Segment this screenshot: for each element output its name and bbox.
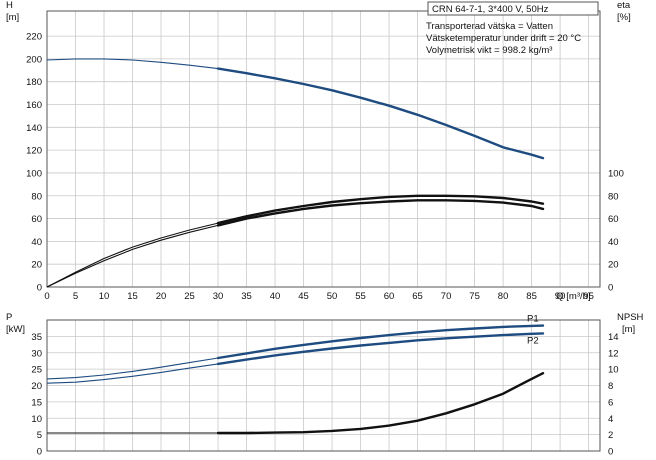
- y-right-tick-label: 4: [608, 414, 613, 425]
- y-tick-label: 100: [26, 168, 42, 179]
- y-tick-label: 15: [31, 397, 42, 408]
- y-tick-label: 30: [31, 348, 42, 359]
- series-label-p2: P2: [527, 335, 539, 346]
- series-line-operating: [216, 194, 545, 225]
- y-tick-label: 200: [26, 54, 42, 65]
- y-tick-label: 35: [31, 332, 42, 343]
- y-right-tick-label: 40: [608, 237, 619, 248]
- y-right-tick-label: 100: [608, 168, 624, 179]
- y-tick-label: 25: [31, 365, 42, 376]
- x-tick-label: 30: [213, 291, 224, 302]
- x-axis-label: Q: [556, 291, 563, 302]
- chart-title: CRN 64-7-1, 3*400 V, 50Hz: [432, 4, 549, 15]
- y-axis-unit: [m]: [6, 12, 19, 23]
- series-line-operating: [216, 332, 545, 366]
- x-tick-label: 20: [156, 291, 167, 302]
- y-tick-label: 0: [37, 447, 42, 458]
- y-right-tick-label: 14: [608, 332, 619, 343]
- y-tick-label: 80: [31, 191, 42, 202]
- y-right-axis-unit: [m]: [622, 324, 635, 335]
- y-tick-label: 20: [31, 381, 42, 392]
- y-right-tick-label: 12: [608, 348, 619, 359]
- title-box: [427, 1, 599, 16]
- y-tick-label: 220: [26, 32, 42, 43]
- y-right-tick-label: 10: [608, 365, 619, 376]
- y-right-tick-label: 60: [608, 214, 619, 225]
- x-tick-label: 85: [526, 291, 537, 302]
- series-label-p1: P1: [527, 314, 539, 325]
- x-tick-label: 60: [384, 291, 395, 302]
- y-right-tick-label: 0: [608, 283, 613, 294]
- x-tick-label: 90: [555, 291, 566, 302]
- note-text: Volymetrisk vikt = 998.2 kg/m³: [426, 45, 552, 56]
- y-right-tick-label: 80: [608, 191, 619, 202]
- x-tick-label: 50: [327, 291, 338, 302]
- x-tick-label: 25: [184, 291, 195, 302]
- x-tick-label: 45: [298, 291, 309, 302]
- x-tick-label: 55: [355, 291, 366, 302]
- x-tick-label: 0: [44, 291, 49, 302]
- series-line-thin: [46, 332, 544, 384]
- y-right-tick-label: 6: [608, 397, 613, 408]
- x-tick-label: 95: [583, 291, 594, 302]
- series-line-thin: [47, 372, 544, 434]
- plot-frame: [46, 10, 601, 288]
- series-line-operating: [216, 372, 545, 435]
- x-tick-label: 35: [241, 291, 252, 302]
- y-right-axis-label: NPSH: [617, 312, 644, 323]
- y-tick-label: 40: [31, 237, 42, 248]
- x-tick-label: 40: [270, 291, 281, 302]
- x-tick-label: 75: [469, 291, 480, 302]
- y-right-axis-unit: [%]: [617, 12, 631, 23]
- y-tick-label: 180: [26, 77, 42, 88]
- y-tick-label: 10: [31, 414, 42, 425]
- y-axis-unit: [kW]: [6, 324, 25, 335]
- y-tick-label: 0: [37, 283, 42, 294]
- y-right-tick-label: 20: [608, 260, 619, 271]
- y-axis-label: H: [6, 0, 13, 11]
- y-tick-label: 5: [37, 430, 42, 441]
- note-text: Transporterad vätska = Vatten: [426, 21, 553, 32]
- y-right-tick-label: 0: [608, 447, 613, 458]
- y-tick-label: 120: [26, 146, 42, 157]
- y-axis-label: P: [6, 312, 12, 323]
- y-right-axis-label: eta: [617, 0, 631, 11]
- x-tick-label: 80: [498, 291, 509, 302]
- y-tick-label: 160: [26, 100, 42, 111]
- y-tick-label: 140: [26, 123, 42, 134]
- x-tick-label: 10: [99, 291, 110, 302]
- x-tick-label: 70: [441, 291, 452, 302]
- plot-frame: [46, 319, 601, 452]
- y-tick-label: 60: [31, 214, 42, 225]
- y-tick-label: 20: [31, 260, 42, 271]
- y-right-tick-label: 8: [608, 381, 613, 392]
- x-tick-label: 15: [127, 291, 138, 302]
- x-axis-unit: [m³/h]: [566, 291, 590, 302]
- lower-panel: 0 5 10 15 20 25 30 35 0 2 4 6 8 10 12 14 P[kW] NPSH[m] P1 P…: [6, 312, 644, 458]
- x-tick-label: 65: [412, 291, 423, 302]
- upper-panel: 0204060801001201401601802002200204060801…: [6, 0, 631, 302]
- series-line-thin: [46, 58, 544, 159]
- y-right-tick-label: 2: [608, 430, 613, 441]
- series-line-thin: [46, 199, 544, 288]
- x-tick-label: 5: [73, 291, 78, 302]
- note-text: Vätsketemperatur under drift = 20 °C: [426, 33, 581, 44]
